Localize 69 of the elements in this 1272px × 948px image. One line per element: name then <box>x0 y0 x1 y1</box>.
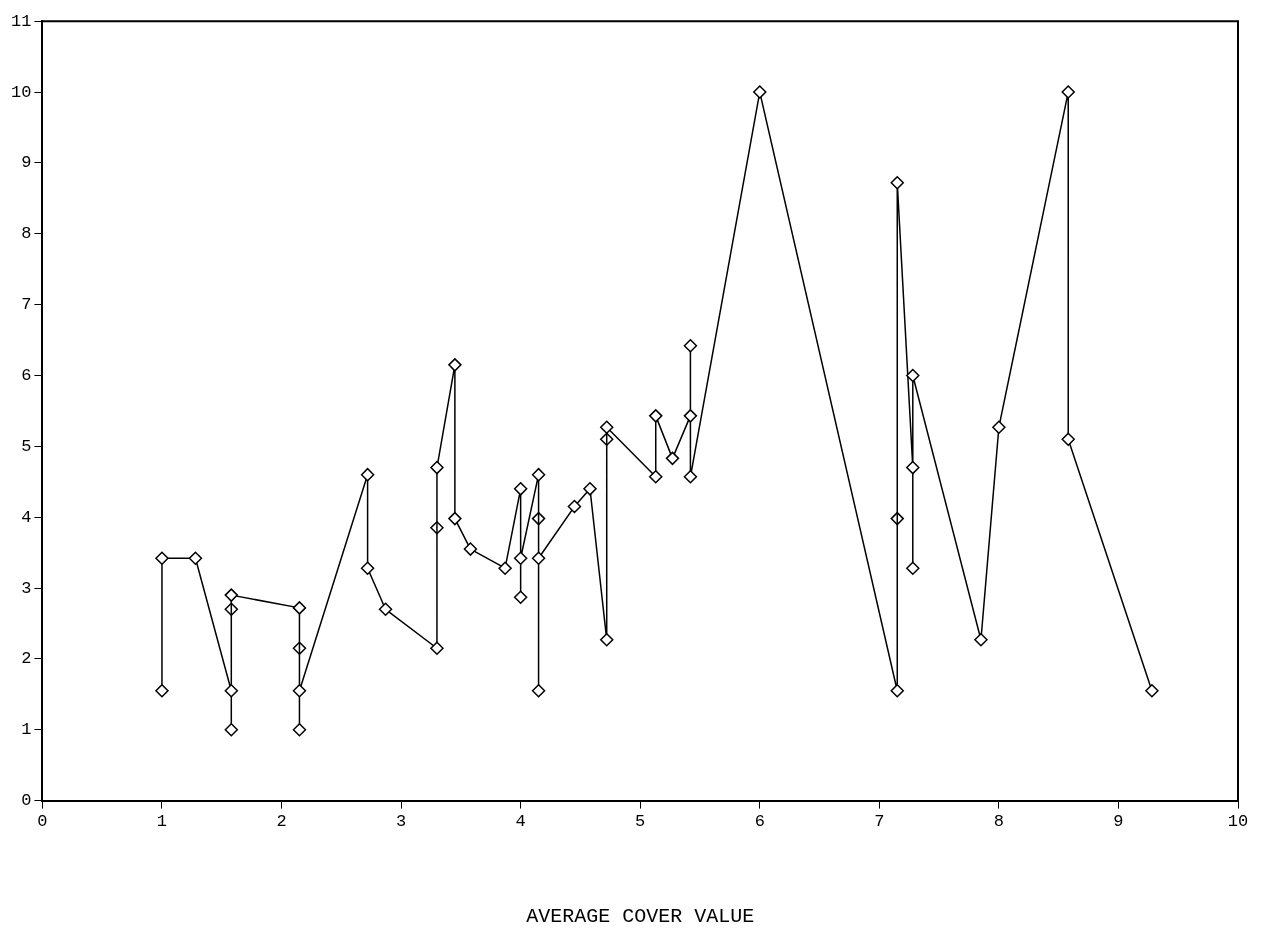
y-tick-label: 10 <box>11 82 32 102</box>
point <box>292 601 307 615</box>
point <box>360 467 375 482</box>
point <box>155 684 169 698</box>
point <box>224 684 239 698</box>
point <box>599 420 614 434</box>
point <box>292 684 307 698</box>
point <box>1061 432 1075 446</box>
x-tick-label: 5 <box>635 812 646 832</box>
point <box>448 358 462 372</box>
point <box>430 641 444 656</box>
point <box>513 551 528 566</box>
point <box>430 460 444 475</box>
point <box>531 551 546 566</box>
y-tick-label: 7 <box>21 295 32 315</box>
point <box>513 590 528 604</box>
point <box>906 460 920 475</box>
point <box>890 684 905 698</box>
point <box>683 470 698 484</box>
x-tick-label: 10 <box>1227 812 1249 832</box>
x-tick-label: 3 <box>395 812 407 832</box>
x-tick-label: 4 <box>515 812 526 832</box>
point <box>890 176 905 190</box>
point <box>665 451 680 466</box>
point <box>583 482 597 496</box>
y-tick-label: 8 <box>21 224 32 244</box>
point <box>906 561 920 575</box>
y-tick-label: 1 <box>21 720 32 740</box>
y-tick-label: 4 <box>21 507 32 527</box>
point <box>567 499 582 514</box>
point <box>224 588 239 602</box>
point <box>906 368 920 383</box>
y-tick-label: 11 <box>11 11 32 31</box>
point <box>155 551 169 566</box>
point <box>188 551 203 566</box>
point <box>448 511 462 526</box>
y-tick-label: 6 <box>21 365 32 385</box>
x-tick-label: 9 <box>1113 812 1124 832</box>
point <box>683 409 698 423</box>
x-tick-label: 2 <box>276 812 287 832</box>
point <box>224 723 239 737</box>
y-tick-label: 2 <box>21 649 32 669</box>
point <box>753 85 767 99</box>
point <box>531 467 546 482</box>
x-tick-label: 0 <box>37 812 48 832</box>
y-tick-label: 3 <box>21 578 32 598</box>
point <box>648 409 663 423</box>
point <box>599 633 614 647</box>
point <box>683 338 698 353</box>
point <box>498 561 512 575</box>
point <box>1145 684 1159 698</box>
x-tick-label: 7 <box>874 812 885 832</box>
point <box>292 723 307 737</box>
point <box>531 684 546 698</box>
y-tick-label: 5 <box>21 436 32 456</box>
x-tick-label: 6 <box>754 812 765 832</box>
y-tick-label: 0 <box>21 791 32 811</box>
x-tick-label: 8 <box>993 812 1004 832</box>
x-tick-label: 1 <box>156 812 168 832</box>
point <box>360 561 375 575</box>
point <box>1061 85 1075 99</box>
point <box>992 420 1006 434</box>
point <box>648 470 663 484</box>
point <box>513 482 528 496</box>
x-axis-title: AVERAGE COVER VALUE <box>526 905 755 929</box>
point <box>463 542 478 556</box>
point <box>378 602 393 617</box>
point <box>974 633 988 647</box>
y-tick-label: 9 <box>21 153 32 173</box>
